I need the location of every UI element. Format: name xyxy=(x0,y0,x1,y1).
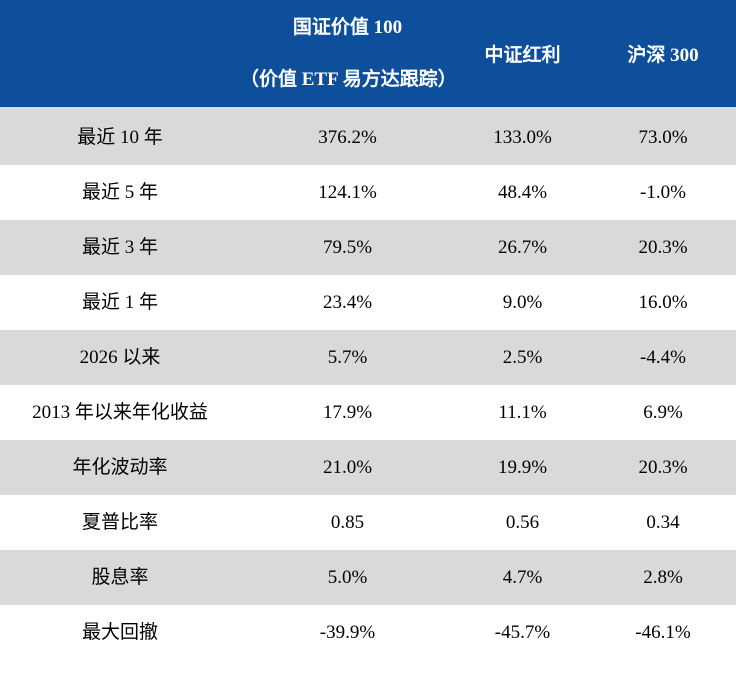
value-zhongzheng-dividend: 19.9% xyxy=(497,457,548,478)
value-zhongzheng-dividend: 0.56 xyxy=(505,512,540,533)
row-label: 夏普比率 xyxy=(81,512,158,533)
value-guozheng-value-100: 23.4% xyxy=(322,292,373,313)
value-hushen-300: 6.9% xyxy=(643,402,683,423)
value-hushen-300: 73.0% xyxy=(638,127,688,148)
value-zhongzheng-dividend: 26.7% xyxy=(497,237,548,258)
row-label: 最大回撤 xyxy=(81,622,158,643)
table-row: 最近 10 年 376.2% 133.0% 73.0% xyxy=(0,110,736,165)
value-zhongzheng-dividend: 11.1% xyxy=(498,402,547,423)
value-guozheng-value-100: 5.0% xyxy=(327,567,368,588)
value-guozheng-value-100: 376.2% xyxy=(318,127,377,148)
value-hushen-300: 20.3% xyxy=(638,237,688,258)
row-label: 2013 年以来年化收益 xyxy=(32,402,208,423)
table-body: 最近 10 年 376.2% 133.0% 73.0% 最近 5 年 124.1% 48.4… xyxy=(0,110,736,660)
header-guozheng-value-100-title: 国证价值 100 xyxy=(292,16,403,38)
value-guozheng-value-100: 0.85 xyxy=(330,512,365,533)
value-guozheng-value-100: 5.7% xyxy=(327,347,368,368)
value-zhongzheng-dividend: 48.4% xyxy=(497,182,548,203)
value-guozheng-value-100: 124.1% xyxy=(318,182,377,203)
table-row: 年化波动率 21.0% 19.9% 20.3% xyxy=(0,440,736,495)
value-zhongzheng-dividend: 9.0% xyxy=(502,292,543,313)
value-guozheng-value-100: -39.9% xyxy=(319,622,376,643)
table-row: 股息率 5.0% 4.7% 2.8% xyxy=(0,550,736,605)
value-zhongzheng-dividend: 4.7% xyxy=(502,567,543,588)
header-hushen-300: 沪深 300 xyxy=(627,45,699,66)
value-hushen-300: 20.3% xyxy=(638,457,688,478)
header-guozheng-value-100-subtitle: （价值 ETF 易方达跟踪） xyxy=(240,68,457,90)
row-label: 最近 1 年 xyxy=(81,292,158,313)
value-hushen-300: -46.1% xyxy=(635,622,691,643)
header-guozheng-value-100: 国证价值 100 （价值 ETF 易方达跟踪） xyxy=(240,0,457,107)
value-guozheng-value-100: 21.0% xyxy=(322,457,373,478)
header-empty-cell xyxy=(0,0,240,107)
table-row: 夏普比率 0.85 0.56 0.34 xyxy=(0,495,736,550)
row-label: 年化波动率 xyxy=(72,457,168,478)
value-hushen-300: 2.8% xyxy=(643,567,683,588)
table-row: 最大回撤 -39.9% -45.7% -46.1% xyxy=(0,605,736,660)
table-row: 最近 1 年 23.4% 9.0% 16.0% xyxy=(0,275,736,330)
row-label: 最近 3 年 xyxy=(81,237,158,258)
value-hushen-300: -4.4% xyxy=(640,347,686,368)
value-zhongzheng-dividend: 2.5% xyxy=(502,347,543,368)
value-hushen-300: 0.34 xyxy=(646,512,680,533)
table-row: 2013 年以来年化收益 17.9% 11.1% 6.9% xyxy=(0,385,736,440)
value-zhongzheng-dividend: 133.0% xyxy=(493,127,552,148)
table-row: 2026 以来 5.7% 2.5% -4.4% xyxy=(0,330,736,385)
row-label: 最近 10 年 xyxy=(77,127,163,148)
header-zhongzheng-dividend: 中证红利 xyxy=(484,45,561,66)
value-hushen-300: 16.0% xyxy=(638,292,688,313)
value-guozheng-value-100: 79.5% xyxy=(322,237,373,258)
row-label: 2026 以来 xyxy=(79,347,161,368)
table-row: 最近 5 年 124.1% 48.4% -1.0% xyxy=(0,165,736,220)
row-label: 最近 5 年 xyxy=(81,182,158,203)
table-header-row: 国证价值 100 （价值 ETF 易方达跟踪） 中证红利 沪深 300 xyxy=(0,0,736,110)
table-row: 最近 3 年 79.5% 26.7% 20.3% xyxy=(0,220,736,275)
value-zhongzheng-dividend: -45.7% xyxy=(494,622,551,643)
value-guozheng-value-100: 17.9% xyxy=(322,402,373,423)
row-label: 股息率 xyxy=(91,567,149,588)
value-hushen-300: -1.0% xyxy=(640,182,686,203)
